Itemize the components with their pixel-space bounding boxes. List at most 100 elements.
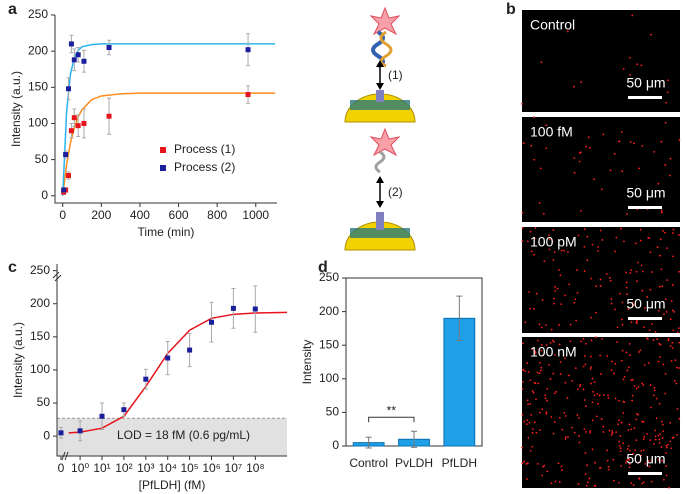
panel-title: 100 fM — [530, 124, 573, 140]
spot — [522, 380, 524, 383]
spot — [568, 283, 571, 286]
spot — [666, 247, 668, 250]
spot — [639, 239, 642, 242]
x-tick-label: 10⁶ — [202, 461, 220, 475]
spot — [666, 91, 669, 94]
spot — [660, 211, 663, 214]
spot — [620, 227, 622, 230]
spot — [673, 311, 675, 313]
spot — [564, 381, 567, 384]
spot — [651, 271, 653, 273]
spot — [653, 386, 656, 389]
spot — [524, 321, 527, 324]
spot — [566, 30, 569, 33]
spot — [628, 423, 631, 426]
spot — [625, 351, 628, 354]
spot — [636, 319, 639, 322]
point — [99, 413, 105, 419]
spot — [622, 378, 625, 381]
spot — [621, 131, 623, 134]
spot — [658, 442, 661, 444]
spot — [624, 461, 627, 464]
spot — [633, 427, 636, 430]
spot — [573, 157, 576, 160]
spot — [529, 307, 532, 310]
spot — [533, 421, 536, 424]
spot — [640, 454, 643, 457]
spot — [558, 343, 561, 346]
spot — [607, 466, 610, 468]
spot — [583, 270, 586, 273]
spot — [591, 419, 594, 422]
spot — [590, 316, 592, 319]
spot — [669, 440, 672, 443]
spot — [553, 297, 555, 300]
spot — [543, 464, 546, 467]
spot — [631, 394, 634, 397]
lod-label: LOD = 18 fM (0.6 pg/mL) — [117, 428, 250, 442]
spot — [628, 342, 631, 345]
spot — [637, 386, 640, 388]
spot — [591, 448, 594, 451]
spot — [573, 85, 575, 88]
spot — [601, 338, 604, 340]
spot — [586, 235, 589, 238]
y-axis-label: Intensity — [300, 340, 314, 385]
spot — [593, 484, 596, 487]
spot — [626, 369, 629, 372]
spot — [542, 465, 544, 468]
spot — [630, 379, 633, 381]
x-tick-label: 800 — [207, 208, 227, 222]
spot — [620, 359, 623, 362]
spot — [576, 414, 579, 416]
spot — [569, 323, 572, 326]
spot — [661, 437, 664, 439]
spot — [526, 419, 529, 422]
spot — [566, 397, 569, 400]
spot — [583, 399, 586, 401]
spot — [674, 359, 677, 362]
spot — [587, 481, 589, 484]
spot — [629, 141, 632, 143]
spot — [627, 445, 630, 448]
spot — [635, 270, 638, 273]
point — [66, 173, 72, 179]
spot — [583, 428, 586, 431]
spot — [593, 178, 596, 181]
spot — [612, 479, 615, 482]
spot — [628, 466, 631, 469]
spot — [665, 474, 668, 477]
point — [66, 86, 72, 92]
x-tick-label: PvLDH — [395, 456, 433, 470]
spot — [529, 379, 532, 382]
spot — [558, 324, 560, 326]
point — [143, 376, 149, 382]
spot — [586, 259, 589, 262]
spot — [541, 474, 543, 477]
dna — [374, 150, 386, 174]
spot — [619, 450, 622, 453]
point — [71, 115, 77, 121]
axis — [54, 15, 277, 204]
spot — [591, 401, 594, 404]
spot — [557, 462, 560, 465]
spot — [532, 428, 534, 431]
spot — [555, 390, 558, 393]
y-tick-label: 150 — [28, 79, 48, 93]
spot — [602, 431, 605, 433]
spot — [596, 392, 599, 395]
spot — [625, 460, 628, 462]
x-tick-label: 10⁰ — [71, 461, 89, 475]
spot — [643, 364, 646, 366]
spot — [556, 287, 559, 290]
spot — [577, 234, 580, 237]
spot — [599, 229, 602, 232]
point — [209, 319, 215, 325]
spot — [540, 349, 543, 352]
spot — [524, 370, 527, 373]
spot — [646, 433, 648, 435]
spot — [640, 449, 643, 452]
spot — [666, 446, 668, 449]
error-bar — [456, 295, 463, 341]
spot — [630, 269, 633, 272]
